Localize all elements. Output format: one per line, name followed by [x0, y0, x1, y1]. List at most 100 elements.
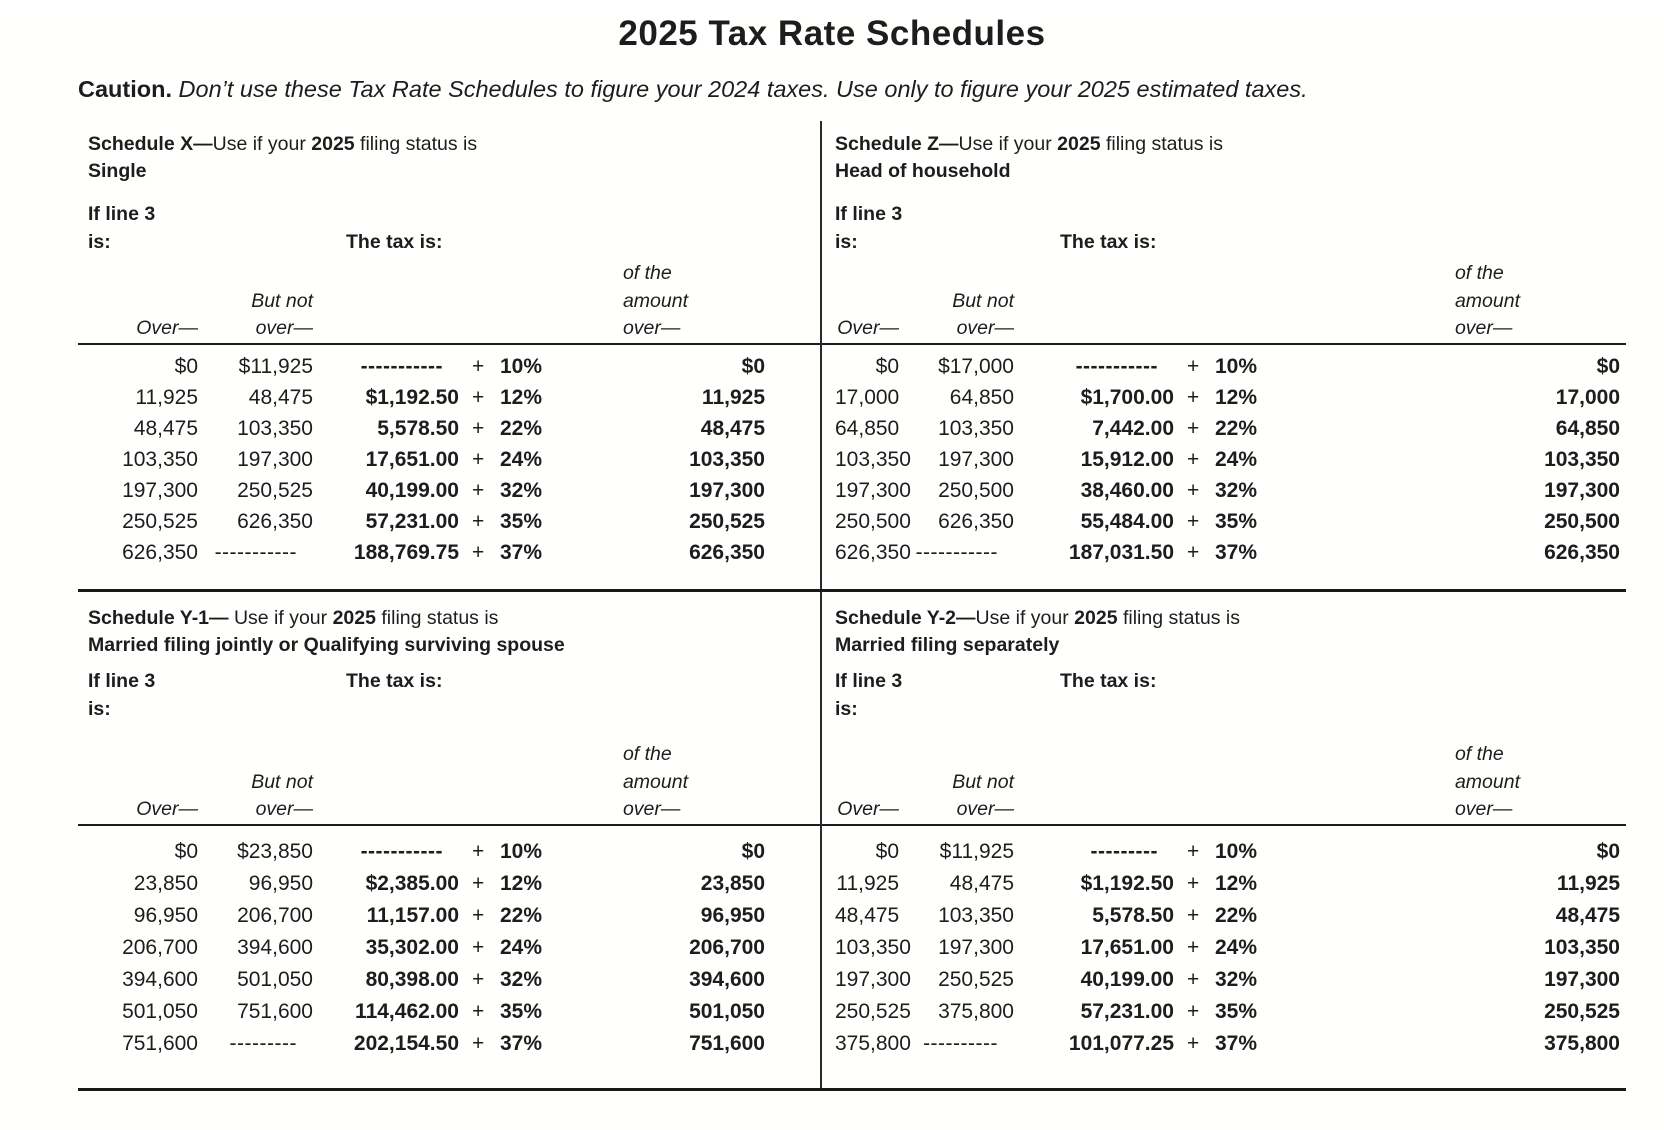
excess-over-value: 48,475: [700, 416, 765, 440]
over-value: 11,925: [836, 871, 899, 895]
plus-sign: +: [1187, 385, 1200, 409]
excess-over-value: 48,475: [1555, 903, 1620, 927]
rate-cell: +35%: [1174, 506, 1278, 537]
column-headers: Over— But not over— of the amount over—: [78, 741, 820, 826]
schedule-y2-table: $0 $11,925 --------- +10% $0 11,925 48,4…: [835, 826, 1620, 1060]
rate-row: 17,000 64,850 $1,700.00 +12% 17,000: [835, 382, 1620, 413]
plus-sign: +: [472, 1031, 485, 1055]
plus-sign: +: [472, 540, 485, 564]
rate-row: 48,475 103,350 5,578.50 +22% 48,475: [835, 900, 1620, 932]
rate-value: 24%: [1215, 935, 1258, 959]
over-column-header: Over—: [837, 317, 899, 339]
base-tax-value: -----------: [360, 839, 443, 863]
rate-value: 12%: [1215, 385, 1258, 409]
base-tax-value: 57,231.00: [365, 509, 459, 533]
plus-sign: +: [1187, 967, 1200, 991]
base-tax-value: $1,700.00: [1080, 385, 1174, 409]
butnot-value: 626,350: [938, 509, 1014, 533]
rate-value: 32%: [1215, 478, 1258, 502]
if-line-3-block: If line 3 is: The tax is:: [88, 667, 765, 723]
excess-over-value: 103,350: [1544, 447, 1620, 471]
rate-cell: +10%: [1174, 836, 1278, 868]
rate-cell: +10%: [459, 836, 557, 868]
if-line-3-block: If line 3 is: The tax is:: [835, 667, 1620, 723]
rate-cell: +37%: [459, 537, 557, 568]
butnot-value: 103,350: [938, 416, 1014, 440]
butnot-value: 375,800: [938, 999, 1014, 1023]
plus-sign: +: [1187, 839, 1200, 863]
over-value: 103,350: [122, 447, 198, 471]
rate-cell: +35%: [459, 506, 557, 537]
over-value: 394,600: [122, 967, 198, 991]
rate-row: 206,700 394,600 35,302.00 +24% 206,700: [88, 932, 765, 964]
rate-cell: +32%: [1174, 475, 1278, 506]
plus-sign: +: [472, 967, 485, 991]
plus-sign: +: [472, 354, 485, 378]
plus-sign: +: [1187, 999, 1200, 1023]
plus-sign: +: [472, 935, 485, 959]
rate-row: 250,525 626,350 57,231.00 +35% 250,525: [88, 506, 765, 537]
butnot-value: $23,850: [237, 839, 313, 863]
rate-cell: +22%: [1174, 413, 1278, 444]
excess-over-value: 197,300: [1544, 478, 1620, 502]
rate-value: 22%: [1215, 903, 1258, 927]
base-tax-value: 5,578.50: [1092, 903, 1174, 927]
filing-status: Married filing jointly or Qualifying sur…: [88, 634, 565, 656]
base-tax-value: 17,651.00: [365, 447, 459, 471]
plus-sign: +: [472, 509, 485, 533]
butnot-value: 206,700: [237, 903, 313, 927]
filing-status: Single: [88, 160, 147, 182]
rate-row: $0 $11,925 --------- +10% $0: [835, 836, 1620, 868]
amount-over-column-header: of the amount over—: [1454, 262, 1520, 339]
amount-over-column-header: of the amount over—: [622, 743, 688, 820]
excess-over-value: 626,350: [689, 540, 765, 564]
plus-sign: +: [1187, 509, 1200, 533]
rate-row: 197,300 250,525 40,199.00 +32% 197,300: [835, 964, 1620, 996]
rate-value: 22%: [500, 903, 543, 927]
base-tax-value: 17,651.00: [1080, 935, 1174, 959]
schedule-heading-line1: Schedule Y-2—Use if your 2025 filing sta…: [835, 607, 1241, 629]
schedule-id: Schedule X—: [88, 133, 213, 155]
rate-value: 24%: [1215, 447, 1258, 471]
over-column-header: Over—: [136, 317, 198, 339]
base-tax-value: 35,302.00: [365, 935, 459, 959]
rate-cell: +32%: [1174, 964, 1278, 996]
rate-cell: +24%: [459, 932, 557, 964]
excess-over-value: $0: [1596, 354, 1620, 378]
rate-row: 250,525 375,800 57,231.00 +35% 250,525: [835, 996, 1620, 1028]
rate-cell: +12%: [1174, 382, 1278, 413]
butnot-column-header: But not over—: [952, 289, 1014, 340]
excess-over-value: 64,850: [1555, 416, 1620, 440]
schedule-y2-section: Schedule Y-2—Use if your 2025 filing sta…: [822, 592, 1626, 1088]
butnot-value: -----------: [214, 540, 297, 564]
rate-row: 626,350 ----------- 187,031.50 +37% 626,…: [835, 537, 1620, 568]
rate-row: 375,800 ---------- 101,077.25 +37% 375,8…: [835, 1028, 1620, 1060]
excess-over-value: 11,925: [701, 385, 765, 409]
rate-value: 32%: [500, 967, 543, 991]
is-label: is:: [88, 231, 111, 253]
rate-row: 197,300 250,500 38,460.00 +32% 197,300: [835, 475, 1620, 506]
plus-sign: +: [472, 903, 485, 927]
caution-note: Caution. Don’t use these Tax Rate Schedu…: [78, 75, 1604, 103]
is-label: is:: [835, 698, 858, 720]
base-tax-value: 187,031.50: [1068, 540, 1174, 564]
base-tax-value: 40,199.00: [1080, 967, 1174, 991]
rate-value: 35%: [500, 509, 543, 533]
rate-cell: +22%: [459, 900, 557, 932]
rate-row: 626,350 ----------- 188,769.75 +37% 626,…: [88, 537, 765, 568]
base-tax-value: 188,769.75: [353, 540, 459, 564]
rate-value: 12%: [500, 871, 543, 895]
rate-value: 10%: [1215, 354, 1258, 378]
excess-over-value: 250,500: [1544, 509, 1620, 533]
over-value: 626,350: [835, 540, 911, 564]
if-line-3-label: If line 3: [88, 670, 156, 692]
plus-sign: +: [472, 447, 485, 471]
plus-sign: +: [1187, 935, 1200, 959]
if-line-3-label: If line 3: [88, 203, 156, 225]
rate-cell: +35%: [459, 996, 557, 1028]
the-tax-is-label: The tax is:: [346, 231, 443, 253]
rate-cell: +12%: [459, 382, 557, 413]
rate-cell: +24%: [459, 444, 557, 475]
excess-over-value: 250,525: [689, 509, 765, 533]
butnot-value: -----------: [915, 540, 998, 564]
